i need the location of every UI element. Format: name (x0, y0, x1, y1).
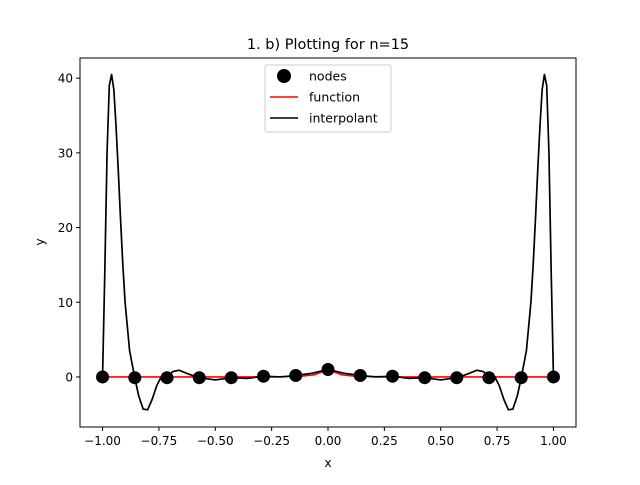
y-tick-label: 40 (58, 72, 73, 86)
node-point (257, 369, 271, 383)
y-tick-label: 30 (58, 146, 73, 160)
x-tick-label: 0.50 (427, 434, 454, 448)
x-tick-label: 0.25 (371, 434, 398, 448)
x-tick-label: −0.75 (141, 434, 178, 448)
x-tick-label: 1.00 (540, 434, 567, 448)
x-tick-label: 0.00 (315, 434, 342, 448)
x-tick-label: −1.00 (84, 434, 121, 448)
node-point (418, 371, 432, 385)
node-point (321, 362, 335, 376)
x-tick-label: −0.25 (253, 434, 290, 448)
node-point (450, 371, 464, 385)
node-point (128, 371, 142, 385)
node-point (96, 370, 110, 384)
y-tick-label: 10 (58, 296, 73, 310)
node-point (289, 368, 303, 382)
node-point (192, 371, 206, 385)
node-point (514, 371, 528, 385)
legend-label-function: function (309, 90, 360, 105)
legend-label-nodes: nodes (309, 69, 347, 84)
x-axis-label: x (324, 456, 331, 470)
plot-area (96, 73, 560, 411)
y-tick-label: 20 (58, 221, 73, 235)
legend-label-interpolant: interpolant (309, 111, 378, 126)
node-point (353, 368, 367, 382)
x-axis-ticks: −1.00 −0.75 −0.50 −0.25 0.00 0.25 0.50 0.75 1.00 (84, 427, 567, 448)
node-point (546, 370, 560, 384)
legend-marker-nodes (277, 69, 291, 83)
y-axis-ticks: 0 10 20 30 40 (58, 72, 80, 384)
chart-title: 1. b) Plotting for n=15 (247, 37, 409, 53)
legend-frame (264, 64, 392, 133)
node-point (385, 369, 399, 383)
y-axis-label: y (33, 238, 47, 245)
node-point (482, 371, 496, 385)
legend: nodes function interpolant (264, 64, 392, 133)
x-tick-label: 0.75 (484, 434, 511, 448)
node-point (160, 371, 174, 385)
x-tick-label: −0.50 (197, 434, 234, 448)
y-tick-label: 0 (65, 370, 73, 384)
node-point (224, 371, 238, 385)
